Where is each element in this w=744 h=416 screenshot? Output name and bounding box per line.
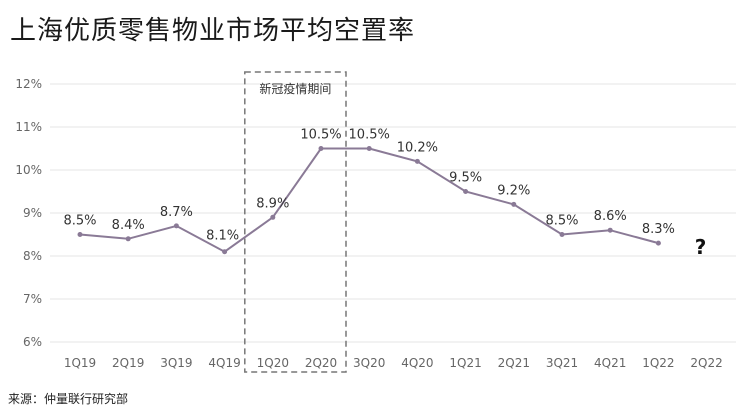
y-tick-label: 7% <box>23 292 42 306</box>
data-label: 8.6% <box>594 209 627 224</box>
data-label: 8.4% <box>112 218 145 233</box>
unknown-value-mark: ? <box>695 235 707 259</box>
data-label: 8.5% <box>545 214 578 229</box>
data-point <box>559 232 565 237</box>
x-tick-label: 2Q19 <box>112 356 144 370</box>
x-tick-label: 2Q20 <box>305 356 337 370</box>
y-tick-label: 11% <box>15 120 42 134</box>
data-point <box>463 189 469 194</box>
y-tick-label: 8% <box>23 249 42 263</box>
y-tick-label: 6% <box>23 335 42 349</box>
data-label: 10.5% <box>349 128 390 143</box>
x-tick-label: 3Q21 <box>546 356 578 370</box>
x-tick-label: 4Q20 <box>401 356 433 370</box>
data-label: 9.5% <box>449 171 482 186</box>
data-point <box>366 146 372 151</box>
y-tick-label: 12% <box>15 77 42 91</box>
x-tick-label: 1Q20 <box>257 356 289 370</box>
source-note: 来源：仲量联行研究部 <box>8 392 129 406</box>
data-point <box>222 249 228 255</box>
x-tick-label: 1Q22 <box>642 356 674 370</box>
data-point <box>607 227 613 233</box>
x-tick-label: 1Q19 <box>64 356 96 370</box>
data-point <box>414 158 420 164</box>
y-tick-label: 9% <box>23 206 42 220</box>
data-label: 8.1% <box>206 229 239 244</box>
data-label: 10.2% <box>397 140 438 155</box>
data-point <box>511 201 517 207</box>
x-tick-label: 4Q19 <box>208 356 240 370</box>
x-tick-label: 2Q21 <box>498 356 530 370</box>
data-point <box>173 223 179 229</box>
data-point <box>125 236 131 242</box>
data-point <box>318 146 324 151</box>
y-tick-label: 10% <box>15 163 42 177</box>
data-label: 8.7% <box>160 205 193 220</box>
data-point <box>270 214 276 220</box>
data-label: 8.9% <box>256 196 289 211</box>
data-label: 8.5% <box>63 214 96 229</box>
x-tick-label: 3Q19 <box>160 356 192 370</box>
data-label: 8.3% <box>642 222 675 237</box>
data-label: 9.2% <box>497 183 530 198</box>
x-tick-label: 2Q22 <box>690 356 722 370</box>
covid-period-label: 新冠疫情期间 <box>259 81 331 96</box>
x-tick-label: 3Q20 <box>353 356 385 370</box>
data-point <box>77 232 83 237</box>
x-tick-label: 4Q21 <box>594 356 626 370</box>
chart-title: 上海优质零售物业市场平均空置率 <box>10 16 416 46</box>
covid-period-box <box>244 71 347 373</box>
data-label: 10.5% <box>300 128 341 143</box>
data-point <box>655 240 661 246</box>
series-line <box>79 147 659 253</box>
x-tick-label: 1Q21 <box>449 356 481 370</box>
